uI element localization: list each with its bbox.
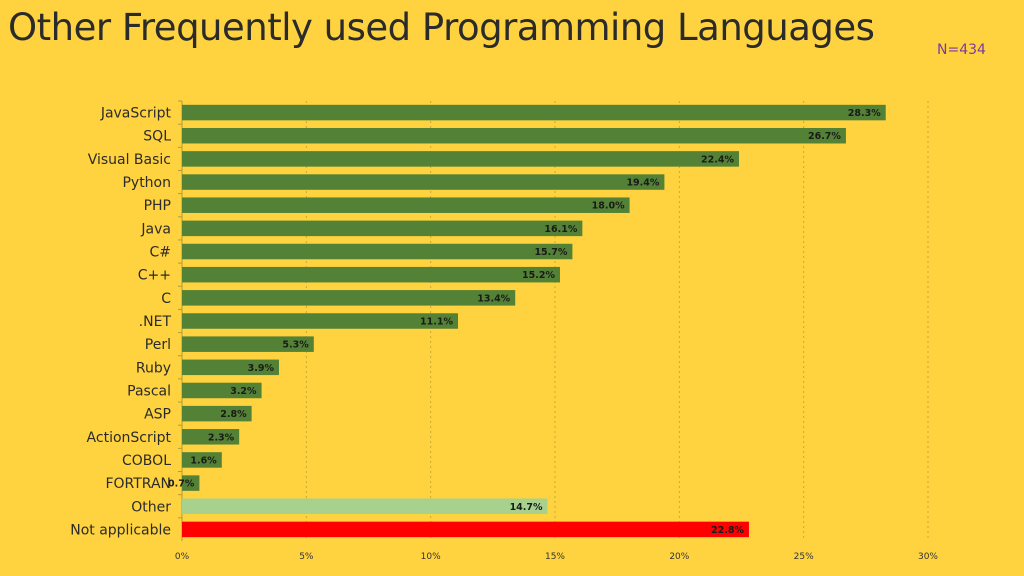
category-label: SQL [143, 129, 171, 145]
category-label: Other [131, 499, 171, 515]
data-label: 2.8% [220, 409, 247, 420]
category-label: Pascal [127, 383, 171, 399]
bar [182, 313, 459, 329]
bar [182, 104, 886, 121]
data-label: 11.1% [420, 317, 453, 328]
bar [182, 521, 749, 538]
category-label: C [161, 291, 171, 307]
bar [182, 290, 516, 306]
bar [182, 429, 240, 445]
category-label: Python [122, 175, 171, 191]
category-label: Java [140, 221, 171, 237]
x-tick-label: 20% [669, 552, 689, 562]
bar [182, 498, 548, 515]
bar [182, 452, 222, 468]
data-label: 3.9% [248, 363, 275, 374]
bar [182, 151, 740, 167]
x-tick-label: 5% [299, 552, 314, 562]
category-label: Ruby [136, 360, 171, 376]
category-label: .NET [139, 314, 172, 330]
data-label: 26.7% [808, 131, 841, 142]
data-label: 19.4% [626, 178, 659, 189]
data-label: 15.7% [534, 247, 567, 258]
category-label: COBOL [122, 453, 171, 469]
bar [182, 336, 314, 352]
data-label: 15.2% [522, 270, 555, 281]
data-label: 18.0% [592, 201, 625, 212]
bar [182, 197, 630, 213]
chart-title: Other Frequently used Programming Langua… [8, 6, 875, 49]
x-tick-label: 10% [421, 552, 441, 562]
x-tick-label: 15% [545, 552, 565, 562]
category-label: C# [149, 245, 171, 261]
category-label: ActionScript [87, 430, 172, 446]
bar [182, 405, 252, 422]
category-label: Not applicable [70, 522, 171, 538]
x-tick-label: 30% [918, 552, 938, 562]
category-label: Perl [145, 337, 171, 353]
category-label: C++ [138, 268, 171, 284]
bar [182, 127, 846, 144]
data-label: 14.7% [510, 502, 543, 513]
bar [182, 174, 665, 190]
data-label: 28.3% [848, 108, 881, 119]
data-label: 22.8% [711, 525, 744, 536]
category-label: FORTRAN [105, 476, 171, 492]
data-label: 2.3% [208, 432, 235, 443]
category-label: ASP [144, 407, 171, 423]
data-label: 5.3% [282, 340, 309, 351]
bar [182, 266, 560, 283]
bar [182, 359, 279, 376]
data-label: 3.2% [230, 386, 257, 397]
category-label: PHP [144, 198, 171, 214]
bar [182, 220, 583, 237]
data-label: 0.7% [168, 479, 195, 490]
category-label: JavaScript [100, 106, 172, 122]
x-tick-label: 0% [175, 552, 190, 562]
bar [182, 382, 262, 399]
data-label: 22.4% [701, 154, 734, 165]
data-label: 13.4% [477, 293, 510, 304]
sample-size-label: N=434 [937, 42, 986, 58]
bar [182, 243, 573, 260]
data-label: 1.6% [190, 455, 217, 466]
bar [182, 475, 200, 491]
category-label: Visual Basic [88, 152, 171, 168]
data-label: 16.1% [544, 224, 577, 235]
x-tick-label: 25% [794, 552, 814, 562]
